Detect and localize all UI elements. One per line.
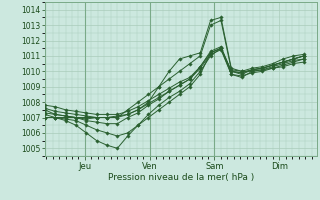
X-axis label: Pression niveau de la mer( hPa ): Pression niveau de la mer( hPa ) xyxy=(108,173,254,182)
